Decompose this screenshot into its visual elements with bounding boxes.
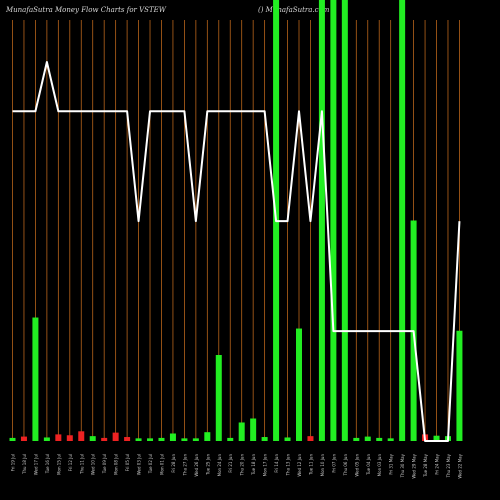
x-tick-label: Wed 10 Jul — [91, 454, 96, 475]
volume-bar — [284, 437, 291, 441]
x-tick-label: Fri 07 Jun — [331, 454, 336, 473]
x-tick-label: Tue 18 Jun — [251, 454, 256, 476]
volume-bar — [20, 436, 27, 441]
x-tick-label: Tue 09 Jul — [102, 454, 107, 474]
volume-bars — [9, 0, 463, 441]
volume-bar — [296, 328, 302, 441]
volume-bar — [330, 0, 337, 441]
x-tick-label: Mon 17 Jun — [263, 454, 268, 477]
x-tick-label: Wed 17 Jul — [33, 454, 38, 475]
x-tick-label: Fri 28 Jun — [171, 454, 176, 473]
volume-bar — [9, 437, 16, 441]
volume-bar — [32, 317, 39, 441]
volume-bar — [192, 438, 199, 441]
x-tick-label: Thu 11 Jul — [79, 454, 84, 475]
x-tick-label: Wed 03 Jul — [137, 454, 142, 475]
x-tick-label: Thu 13 Jun — [286, 454, 291, 477]
price-line — [12, 61, 461, 442]
volume-bar — [238, 422, 245, 441]
x-tick-label: Thu 06 Jun — [343, 454, 348, 477]
x-tick-label: Thu 23 May — [446, 453, 451, 478]
volume-bar — [124, 437, 131, 441]
x-tick-label: Wed 05 Jun — [354, 454, 359, 477]
x-tick-label: Tue 28 May — [423, 453, 428, 477]
x-tick-label: Fri 05 Jul — [125, 454, 130, 471]
volume-bar — [227, 437, 234, 441]
volume-bar — [307, 436, 314, 441]
x-tick-label: Mon 01 Jul — [159, 454, 164, 475]
x-tick-label: Tue 11 Jun — [308, 454, 313, 476]
volume-bar — [55, 434, 62, 441]
x-tick-label: Tue 02 Jul — [148, 454, 153, 474]
x-tick-label: Fri 19 Jul — [11, 454, 16, 471]
chart-title-left: MunafaSutra Money Flow Charts for VSTEW — [6, 6, 166, 14]
x-tick-label: Thu 18 Jul — [22, 454, 27, 475]
volume-bar — [318, 0, 325, 441]
x-tick-label: Wed 26 Jun — [194, 454, 199, 477]
volume-bar — [399, 0, 406, 441]
x-tick-label: Fri 21 Jun — [228, 454, 233, 473]
x-tick-label: Tue 04 Jun — [366, 454, 371, 476]
x-tick-label: Fri 31 May — [389, 453, 394, 474]
x-tick-label: Mon 10 Jun — [320, 454, 325, 477]
x-tick-label: Mon 08 Jul — [114, 454, 119, 475]
grid-lines — [12, 20, 460, 440]
x-tick-label: Wed 22 May — [457, 453, 462, 478]
volume-bar — [433, 435, 440, 441]
volume-bar — [147, 438, 154, 441]
volume-bar — [101, 437, 108, 441]
x-tick-label: Fri 14 Jun — [274, 454, 279, 473]
x-tick-label: Mon 24 Jun — [217, 454, 222, 477]
x-tick-label: Tue 16 Jul — [45, 454, 50, 474]
volume-bar — [250, 418, 257, 441]
x-tick-label: Thu 30 May — [400, 453, 405, 478]
volume-bar — [341, 0, 348, 441]
volume-bar — [66, 435, 73, 441]
volume-bar — [135, 438, 142, 441]
volume-bar — [78, 431, 85, 441]
volume-bar — [353, 437, 360, 441]
volume-bar — [456, 330, 463, 441]
chart-title-right: () MunafaSutra.com — [258, 6, 330, 14]
volume-bar — [158, 437, 165, 441]
volume-bar — [376, 437, 383, 441]
x-tick-label: Fri 12 Jul — [68, 454, 73, 471]
volume-bar — [204, 432, 211, 441]
x-tick-label: Wed 12 Jun — [297, 454, 302, 477]
volume-bar — [261, 437, 268, 441]
x-tick-label: Wed 29 May — [412, 453, 417, 478]
volume-bar — [387, 438, 394, 441]
x-tick-label: Thu 27 Jun — [182, 454, 187, 477]
volume-bar — [112, 432, 119, 441]
x-tick-label: Tue 25 Jun — [205, 454, 210, 476]
volume-bar — [181, 438, 188, 441]
volume-bar — [43, 437, 50, 441]
x-axis-ticks: Fri 19 Jul Thu 18 Jul Wed 17 Jul Tue 16 Jul… — [11, 453, 463, 478]
x-tick-label: Mon 15 Jul — [56, 454, 61, 475]
x-tick-label: Mon 03 Jun — [377, 454, 382, 477]
x-tick-label: Thu 20 Jun — [240, 454, 245, 477]
price-line-path — [12, 61, 461, 442]
volume-bar — [169, 433, 176, 441]
volume-bar — [215, 355, 222, 441]
x-tick-label: Fri 24 May — [435, 453, 440, 474]
volume-bar — [89, 436, 96, 441]
volume-bar — [364, 436, 371, 441]
